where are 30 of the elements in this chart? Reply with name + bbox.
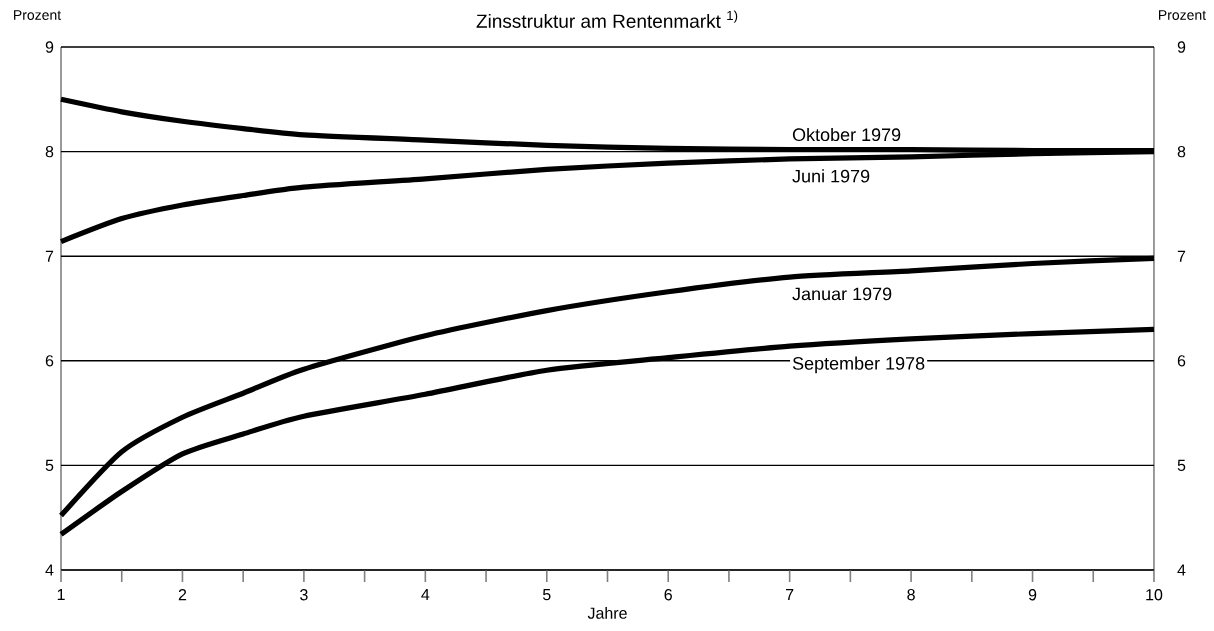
x-tick-label: 9 (1028, 589, 1037, 601)
y2-tick-label: 5 (1177, 459, 1186, 471)
y2-tick-label: 4 (1177, 564, 1186, 576)
x-tick-label: 2 (178, 589, 187, 601)
series-label: Oktober 1979 (792, 127, 901, 142)
y2-tick-label: 6 (1177, 355, 1186, 367)
y-tick-label: 6 (45, 355, 54, 367)
y-axis-title: Prozent (14, 10, 62, 20)
series-label: Januar 1979 (792, 287, 892, 301)
y-tick-label: 7 (45, 250, 54, 262)
x-tick-label: 3 (300, 589, 308, 601)
y2-tick-label: 8 (1177, 145, 1186, 158)
y2-tick-label: 9 (1177, 41, 1186, 53)
x-tick-label: 1 (57, 589, 65, 601)
y-tick-label: 5 (45, 459, 54, 471)
y-tick-label: 8 (45, 145, 54, 158)
series-label: September 1978 (792, 356, 925, 374)
series-label: Juni 1979 (792, 169, 870, 183)
x-tick-label: 10 (1146, 589, 1163, 601)
chart-title: Zinsstruktur am Rentenmarkt $^{1)}$ (476, 10, 738, 28)
x-tick-label: 7 (786, 589, 794, 601)
y2-axis-title: Prozent (1159, 10, 1206, 20)
y-tick-label: 9 (45, 41, 54, 53)
x-tick-label: 4 (421, 589, 430, 601)
x-tick-label: 6 (664, 589, 672, 601)
y2-tick-label: 7 (1177, 250, 1186, 262)
x-tick-label: 5 (542, 589, 551, 601)
y-tick-label: 4 (45, 564, 54, 576)
x-tick-label: 8 (907, 589, 915, 601)
x-axis-title: Jahre (587, 607, 627, 619)
